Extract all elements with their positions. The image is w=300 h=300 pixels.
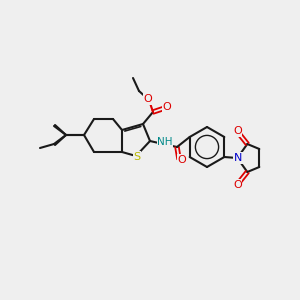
Text: O: O: [233, 126, 242, 136]
Text: NH: NH: [157, 137, 173, 147]
Text: N: N: [234, 153, 242, 163]
Text: O: O: [178, 155, 186, 165]
Text: O: O: [163, 102, 171, 112]
Text: S: S: [134, 152, 141, 162]
Text: O: O: [144, 94, 152, 104]
Text: O: O: [233, 180, 242, 190]
